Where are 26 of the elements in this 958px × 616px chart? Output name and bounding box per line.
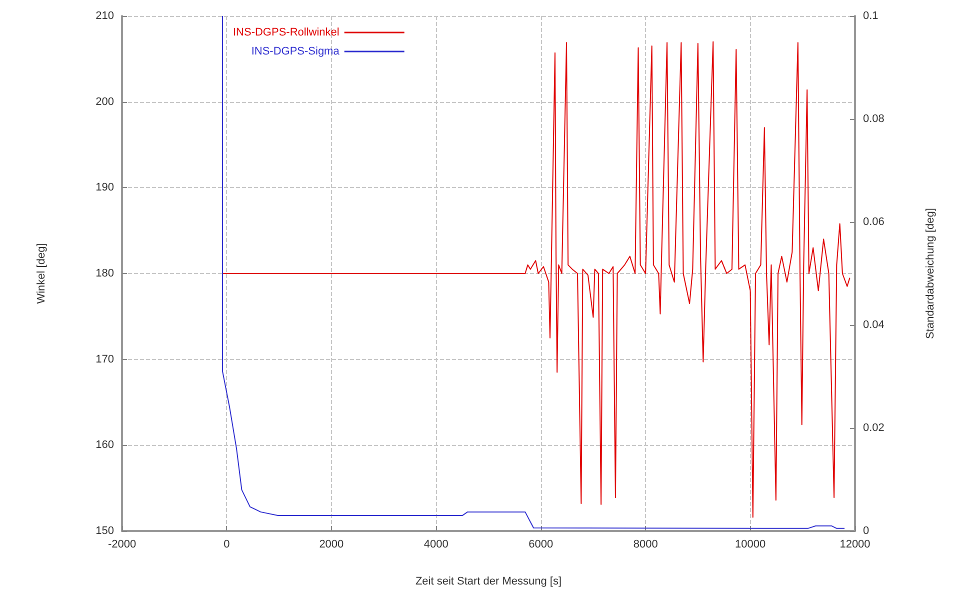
y-tick-label: 190 — [96, 182, 114, 194]
y2-tick-label: 0.1 — [863, 10, 878, 22]
y2-tick-label: 0.02 — [863, 422, 884, 434]
y2-tick-label: 0 — [863, 525, 870, 537]
text: INS-DGPS-Sigma — [251, 46, 340, 58]
y2-tick-label: 0.08 — [863, 113, 884, 125]
y2-tick-label: 0.04 — [863, 319, 884, 331]
x-tick-label: 4000 — [424, 538, 448, 550]
y-axis-title: Winkel [deg] — [36, 243, 48, 304]
y-tick-label: 210 — [96, 10, 114, 22]
x-tick-label: 10000 — [734, 538, 766, 550]
y2-tick-label: 0.06 — [863, 216, 884, 228]
y-tick-label: 150 — [96, 525, 114, 537]
x-tick-label: 8000 — [633, 538, 658, 550]
x-tick-label: 0 — [224, 538, 230, 550]
x-tick-label: 2000 — [319, 538, 344, 550]
x-tick-label: -2000 — [108, 538, 136, 550]
y-tick-label: 200 — [96, 96, 114, 108]
y-tick-label: 180 — [96, 268, 114, 280]
x-tick-label: 12000 — [840, 538, 870, 550]
text: INS-DGPS-Rollwinkel — [232, 26, 340, 38]
x-axis-title: Zeit seit Start der Messung [s] — [415, 576, 562, 588]
y-tick-label: 160 — [96, 439, 114, 452]
x-tick-label: 6000 — [528, 538, 554, 550]
y-tick-label: 170 — [96, 353, 114, 366]
y2-axis-title: Standardabweichung [deg] — [924, 208, 936, 339]
